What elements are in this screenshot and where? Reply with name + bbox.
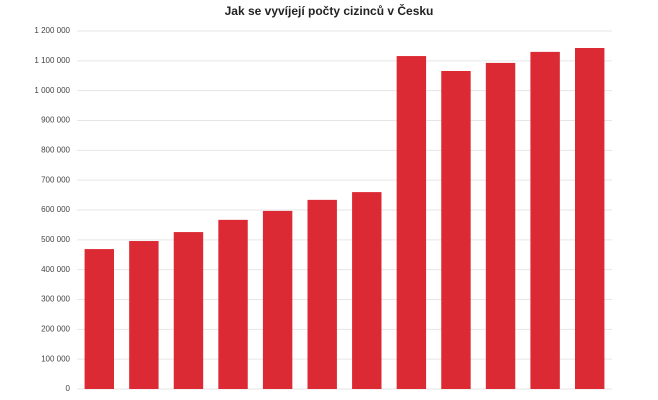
y-tick-label: 500 000 xyxy=(41,235,70,244)
bar xyxy=(396,56,427,390)
bar xyxy=(574,48,605,389)
y-tick-label: 300 000 xyxy=(41,295,70,304)
y-tick-label: 800 000 xyxy=(41,145,70,154)
bar xyxy=(530,51,560,390)
y-tick-label: 1 200 000 xyxy=(34,26,70,35)
y-tick-label: 1 100 000 xyxy=(34,56,70,65)
y-tick-label: 0 xyxy=(66,384,71,393)
y-tick-label: 900 000 xyxy=(41,116,70,125)
bar xyxy=(262,210,293,389)
y-tick-label: 1 000 000 xyxy=(34,86,70,95)
bar xyxy=(129,241,159,389)
bar xyxy=(441,70,471,389)
y-tick-label: 200 000 xyxy=(41,324,70,333)
bar xyxy=(352,192,382,389)
bar xyxy=(173,232,204,389)
bar xyxy=(307,199,337,389)
y-tick-label: 100 000 xyxy=(41,354,70,363)
y-tick-label: 600 000 xyxy=(41,205,70,214)
chart-title: Jak se vyvíjejí počty cizinců v Česku xyxy=(225,3,434,18)
y-tick-label: 400 000 xyxy=(41,265,70,274)
bar xyxy=(485,62,516,390)
bar xyxy=(218,219,248,389)
bar xyxy=(84,249,115,389)
y-tick-label: 700 000 xyxy=(41,175,70,184)
